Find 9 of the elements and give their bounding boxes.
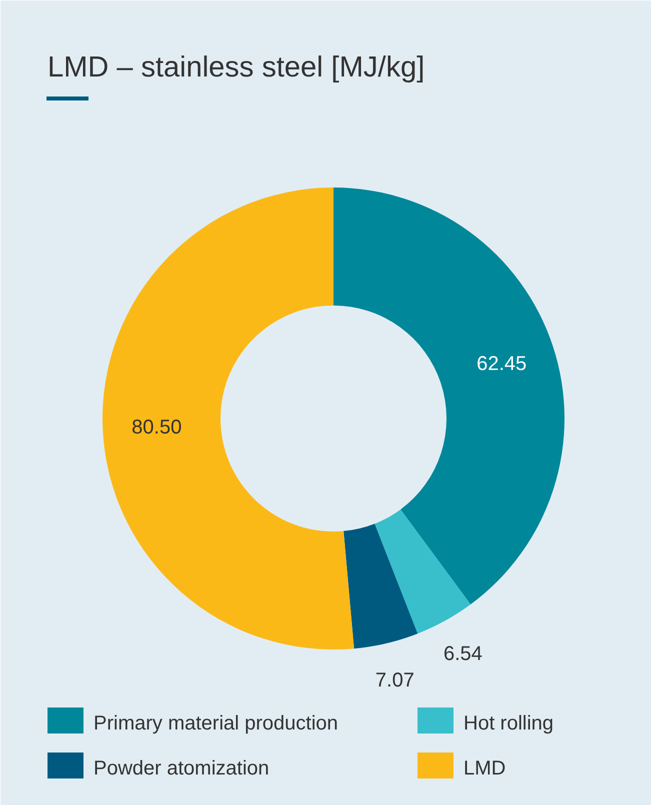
data-label: 7.07 [375,669,414,692]
data-label: 62.45 [476,353,527,376]
legend-label: Hot rolling [464,712,554,734]
data-label: 6.54 [443,643,482,666]
legend-label: Powder atomization [94,758,270,780]
chart-title: LMD – stainless steel [MJ/kg] [48,52,425,84]
legend-label: LMD [464,758,506,780]
data-label: 80.50 [132,416,182,438]
legend-label: Primary material production [94,712,338,734]
